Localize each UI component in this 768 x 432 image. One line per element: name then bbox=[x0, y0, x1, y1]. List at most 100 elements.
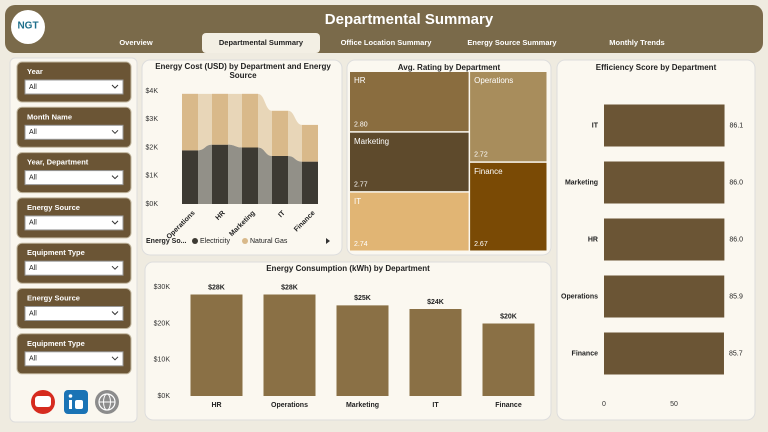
value-label: $20K bbox=[500, 313, 517, 320]
active-tab[interactable] bbox=[202, 33, 320, 53]
tile-label: Marketing bbox=[354, 137, 389, 146]
treemap-tile bbox=[470, 162, 547, 251]
y-tick-label: $0K bbox=[146, 201, 159, 208]
web-icon[interactable] bbox=[95, 390, 119, 414]
ribbon-column bbox=[272, 110, 288, 156]
y-tick-label: $30K bbox=[154, 284, 171, 291]
linkedin-icon[interactable] bbox=[64, 390, 88, 414]
dropdown-value: All bbox=[29, 174, 37, 181]
chart-title: Energy Cost (USD) by Department and Ener… bbox=[155, 62, 331, 80]
value-label: 86.1 bbox=[730, 122, 744, 129]
dropdown-arrow bbox=[111, 265, 119, 270]
treemap-tile bbox=[350, 72, 469, 132]
treemap-tile bbox=[470, 72, 547, 162]
tile-value: 2.80 bbox=[354, 121, 368, 128]
filter-label: Equipment Type bbox=[27, 248, 85, 257]
tile-label: IT bbox=[354, 197, 361, 206]
tab-label[interactable]: Departmental Summary bbox=[219, 38, 304, 47]
legend-label: Electricity bbox=[200, 238, 230, 245]
ribbon bbox=[288, 110, 302, 162]
dropdown[interactable] bbox=[24, 260, 124, 276]
dropdown-value: All bbox=[29, 129, 37, 136]
tile-label: Finance bbox=[474, 167, 503, 176]
logo-text: NGT bbox=[17, 21, 38, 32]
bar bbox=[409, 309, 462, 396]
tab-label[interactable]: Overview bbox=[119, 38, 153, 47]
ribbon-column bbox=[272, 155, 288, 204]
tile-label: HR bbox=[354, 76, 366, 85]
dropdown-arrow bbox=[111, 84, 119, 89]
tab-label[interactable]: Monthly Trends bbox=[609, 38, 664, 47]
legend-title: Energy So... bbox=[146, 238, 187, 245]
youtube-icon[interactable] bbox=[31, 390, 55, 414]
y-tick-label: $1K bbox=[146, 173, 159, 180]
dropdown[interactable] bbox=[24, 215, 124, 231]
tile-label: Operations bbox=[474, 76, 513, 85]
tile-value: 2.72 bbox=[474, 152, 488, 159]
value-label: $24K bbox=[427, 299, 444, 306]
y-tick-label: Operations bbox=[561, 293, 598, 300]
dropdown-arrow bbox=[111, 129, 119, 135]
dropdown[interactable] bbox=[24, 79, 124, 95]
tile-value: 2.77 bbox=[354, 181, 368, 188]
ribbon-column bbox=[242, 147, 258, 204]
x-tick-label: Marketing bbox=[346, 402, 379, 409]
dropdown-arrow bbox=[111, 311, 119, 316]
filter-label: Year bbox=[27, 67, 43, 76]
bar bbox=[604, 275, 725, 318]
bar bbox=[263, 294, 316, 396]
header-bar bbox=[5, 5, 763, 53]
bar bbox=[190, 294, 243, 396]
x-tick-label: Operations bbox=[271, 402, 308, 409]
y-tick-label: $10K bbox=[154, 357, 171, 364]
filter-label: Year, Department bbox=[27, 158, 89, 167]
filter-label: Equipment Type bbox=[27, 339, 85, 348]
dropdown-arrow bbox=[111, 356, 119, 361]
chart-title: Energy Consumption (kWh) by Department bbox=[266, 264, 430, 273]
tile-value: 2.67 bbox=[474, 241, 488, 248]
ribbon bbox=[288, 155, 302, 204]
legend-marker bbox=[192, 238, 198, 244]
chart-title: Efficiency Score by Department bbox=[595, 63, 717, 72]
ribbon bbox=[258, 147, 272, 204]
tab-label[interactable]: Office Location Summary bbox=[341, 38, 433, 47]
bar bbox=[604, 104, 725, 147]
icon-shape bbox=[75, 400, 83, 409]
icon-shape bbox=[35, 396, 51, 407]
y-tick-label: IT bbox=[592, 122, 599, 129]
bar bbox=[482, 323, 535, 396]
value-label: $28K bbox=[208, 284, 225, 291]
chart-title: Avg. Rating by Department bbox=[397, 63, 501, 72]
ribbon bbox=[258, 93, 272, 156]
dropdown-value: All bbox=[29, 356, 37, 363]
y-tick-label: Finance bbox=[572, 350, 599, 357]
x-tick-label: 50 bbox=[670, 401, 678, 408]
filter-label: Energy Source bbox=[27, 203, 80, 212]
value-label: $25K bbox=[354, 295, 371, 302]
x-tick-label: 0 bbox=[602, 401, 606, 408]
dropdown[interactable] bbox=[24, 306, 124, 321]
icon-shape bbox=[69, 400, 72, 409]
x-tick-label: IT bbox=[432, 402, 439, 409]
ribbon bbox=[228, 93, 242, 148]
tab-label[interactable]: Energy Source Summary bbox=[467, 38, 557, 47]
ribbon bbox=[228, 144, 242, 204]
ribbon-column bbox=[212, 93, 228, 145]
dropdown-value: All bbox=[29, 310, 37, 317]
dropdown[interactable] bbox=[24, 170, 124, 186]
value-label: 85.7 bbox=[729, 350, 743, 357]
filter-label: Month Name bbox=[27, 112, 72, 121]
bar bbox=[604, 332, 724, 375]
y-tick-label: $2K bbox=[146, 144, 159, 151]
y-tick-label: Marketing bbox=[565, 179, 598, 186]
ribbon-column bbox=[302, 161, 318, 204]
ribbon-column bbox=[242, 93, 258, 148]
y-tick-label: $20K bbox=[154, 320, 171, 327]
y-tick-label: $4K bbox=[146, 88, 159, 95]
treemap-tile bbox=[350, 132, 469, 192]
dropdown-arrow bbox=[111, 220, 119, 225]
dropdown[interactable] bbox=[24, 124, 124, 140]
dropdown[interactable] bbox=[24, 351, 124, 367]
